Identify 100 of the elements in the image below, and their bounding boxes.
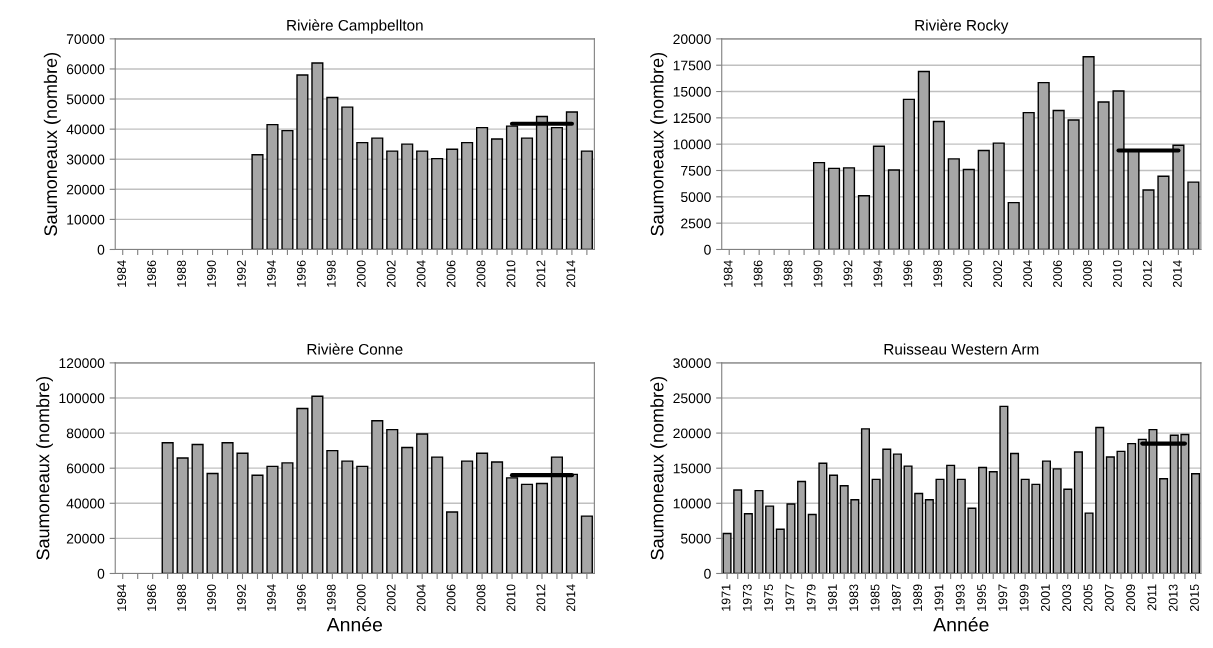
x-tick-label: 2006: [446, 584, 456, 612]
x-tick-label: 1998: [933, 260, 943, 287]
y-tick-label: 40000: [66, 498, 105, 509]
bar: [490, 138, 504, 250]
bar: [932, 120, 945, 250]
bar: [446, 148, 459, 250]
bar: [1073, 451, 1083, 574]
x-tick-label: 1995: [977, 584, 986, 611]
bar: [475, 452, 489, 574]
bar: [401, 143, 414, 250]
bar: [356, 465, 369, 574]
bar: [311, 62, 324, 250]
y-tick-label: 30000: [673, 358, 711, 369]
x-axis-title: Année: [326, 617, 383, 632]
bar: [1041, 460, 1052, 574]
x-tick-label: 2004: [416, 260, 426, 288]
bar: [431, 157, 444, 250]
x-tick-label: 2011: [1147, 584, 1157, 611]
bar: [1157, 175, 1170, 250]
bar: [860, 428, 871, 574]
y-tick-label: 12500: [673, 113, 711, 124]
bar: [221, 442, 234, 574]
x-tick-label: 1996: [296, 584, 306, 611]
x-tick-label: 2004: [1023, 260, 1033, 288]
x-tick-label: 1979: [806, 584, 816, 611]
x-tick-label: 1999: [1019, 584, 1029, 611]
x-tick-label: 1996: [296, 260, 306, 287]
x-tick-label: 2004: [416, 584, 426, 612]
bar: [1007, 201, 1020, 250]
bar: [962, 168, 975, 250]
x-tick-label: 1971: [721, 584, 731, 611]
chart-title: Rivière Conne: [307, 343, 403, 355]
bar: [326, 449, 339, 574]
y-tick-label: 30000: [66, 154, 105, 165]
y-axis-title: Saumoneaux (nombre): [650, 376, 668, 560]
y-axis-title: Saumoneaux (nombre): [36, 376, 53, 560]
bar: [296, 407, 309, 574]
bar: [296, 74, 309, 250]
x-tick-label: 1998: [326, 584, 336, 611]
y-tick-label: 20000: [673, 428, 711, 439]
bar: [356, 141, 369, 250]
x-tick-label: 1990: [813, 260, 823, 287]
x-tick-label: 2006: [446, 260, 456, 288]
bar: [1052, 109, 1065, 250]
x-tick-label: 2000: [356, 584, 366, 612]
x-tick-label: 1973: [742, 584, 752, 611]
bar: [1097, 101, 1110, 250]
bar: [902, 98, 915, 250]
x-tick-label: 1990: [207, 260, 216, 287]
y-tick-label: 10000: [673, 498, 711, 509]
x-tick-label: 2006: [1053, 260, 1062, 288]
x-tick-label: 1984: [723, 260, 733, 287]
x-tick-label: 1990: [207, 584, 216, 611]
y-tick-label: 5000: [680, 192, 711, 202]
bar: [977, 149, 990, 250]
x-tick-label: 1975: [764, 584, 773, 611]
x-tick-label: 1994: [873, 260, 883, 287]
y-tick-label: 80000: [66, 428, 105, 439]
x-tick-label: 1988: [783, 260, 793, 287]
y-tick-label: 10000: [673, 139, 711, 150]
x-tick-label: 2013: [1168, 584, 1178, 612]
bar: [887, 169, 901, 250]
bar: [326, 96, 339, 250]
x-tick-label: 1984: [117, 260, 127, 287]
y-tick-label: 20000: [66, 184, 105, 195]
x-tick-label: 2008: [476, 584, 486, 612]
x-tick-label: 1992: [237, 584, 246, 611]
x-tick-label: 2002: [386, 584, 396, 612]
bar: [1010, 452, 1020, 574]
x-tick-label: 1991: [934, 584, 944, 611]
x-tick-label: 2001: [1040, 584, 1050, 612]
bar: [475, 126, 489, 250]
y-axis-title: Saumoneaux (nombre): [650, 52, 668, 236]
x-tick-label: 1988: [177, 260, 186, 287]
x-tick-label: 1981: [828, 584, 837, 611]
bar: [1187, 181, 1200, 250]
bar: [892, 453, 902, 574]
bar: [371, 137, 384, 250]
y-tick-label: 15000: [673, 86, 711, 97]
y-tick-label: 25000: [673, 393, 711, 404]
y-tick-label: 50000: [66, 94, 105, 105]
bar: [461, 141, 474, 250]
bar: [520, 483, 534, 574]
bar: [401, 446, 414, 574]
x-tick-label: 1987: [891, 584, 901, 611]
x-tick-label: 1989: [913, 584, 923, 611]
bar: [812, 161, 826, 250]
bar: [917, 70, 930, 250]
x-tick-label: 2008: [476, 260, 486, 288]
x-tick-label: 1998: [326, 260, 336, 287]
x-tick-label: 2008: [1083, 260, 1092, 288]
bar: [992, 142, 1005, 250]
bar: [416, 433, 429, 574]
y-tick-label: 7500: [681, 165, 711, 176]
x-axis-title: Année: [933, 617, 989, 632]
x-tick-label: 1986: [753, 260, 763, 287]
x-tick-label: 1984: [117, 584, 127, 611]
x-tick-label: 2015: [1190, 584, 1199, 612]
x-tick-label: 2014: [1172, 260, 1182, 288]
bar: [341, 106, 354, 250]
